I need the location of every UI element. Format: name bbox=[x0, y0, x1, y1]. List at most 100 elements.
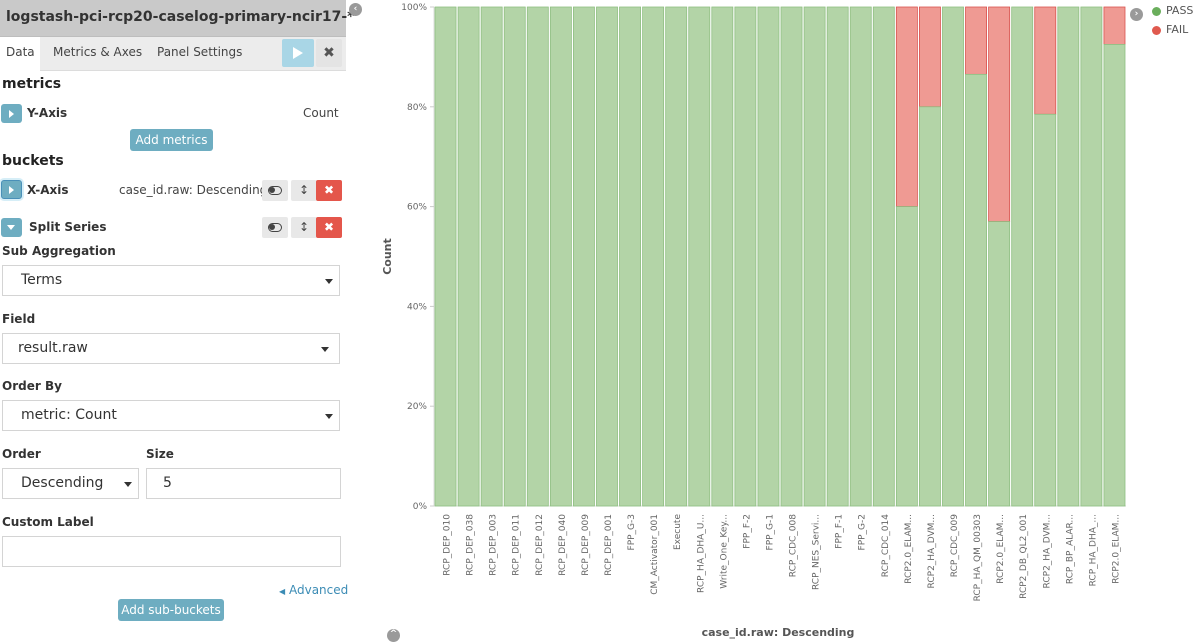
x-axis-expand-toggle[interactable] bbox=[1, 180, 22, 199]
size-input[interactable]: 5 bbox=[146, 468, 341, 499]
bar-segment-fail bbox=[895, 6, 918, 208]
bar-segment-pass bbox=[549, 6, 572, 507]
bar-segment-pass bbox=[480, 6, 503, 507]
order-by-label: Order By bbox=[2, 379, 62, 393]
advanced-toggle-link[interactable]: ◀ Advanced bbox=[279, 583, 348, 597]
x-tick-label: RCP_DEP_011 bbox=[512, 514, 522, 576]
bar-segment-pass bbox=[457, 6, 480, 507]
y-tick-label: 60% bbox=[407, 203, 427, 213]
bar-segment-pass bbox=[1034, 113, 1057, 507]
bar-segment-pass bbox=[1103, 44, 1126, 507]
tab-data[interactable]: Data bbox=[0, 37, 40, 71]
close-icon: ✖ bbox=[323, 220, 335, 234]
bar-segment-pass bbox=[619, 6, 641, 507]
bar-segment-pass bbox=[826, 6, 849, 507]
chart-area: 0% 20% 40% 60% 80% 100% Count RCP_DEP_010 RCP_DE… bbox=[346, 0, 1196, 642]
drag-handle-icon: ↕ bbox=[298, 183, 310, 197]
bar-segment-pass bbox=[688, 6, 711, 507]
toggle-legend-button[interactable]: › bbox=[1130, 8, 1143, 21]
bar-segment-pass bbox=[642, 6, 665, 507]
bar-segment-pass bbox=[757, 6, 780, 507]
bar-segment-pass bbox=[434, 6, 457, 507]
order-value: Descending bbox=[21, 475, 104, 491]
legend-swatch-pass bbox=[1152, 7, 1161, 16]
x-tick-label: RCP_BP_ALAR... bbox=[1065, 514, 1075, 584]
add-metrics-button[interactable]: Add metrics bbox=[130, 129, 213, 151]
x-tick-label: RCP2_DB_QL2_001 bbox=[1019, 514, 1029, 599]
x-tick-label: RCP_DEP_003 bbox=[489, 514, 499, 576]
bar-segment-pass bbox=[919, 106, 941, 507]
x-axis-title: case_id.raw: Descending bbox=[702, 626, 855, 639]
split-series-title: Split Series bbox=[29, 220, 107, 234]
x-tick-label: RCP_DEP_010 bbox=[443, 514, 453, 576]
collapse-sidebar-button[interactable]: ‹ bbox=[349, 3, 362, 16]
x-tick-label: RCP2.0_ELAM... bbox=[904, 514, 914, 584]
x-tick-label: Write_One_Key... bbox=[719, 514, 729, 589]
chevron-down-icon bbox=[325, 279, 333, 284]
toggle-spy-panel-button[interactable]: ^ bbox=[387, 629, 400, 642]
bar-segment-pass bbox=[965, 73, 987, 507]
split-series-reorder-handle[interactable]: ↕ bbox=[291, 217, 317, 238]
close-icon: ✖ bbox=[323, 45, 335, 61]
x-axis-toggle-enabled-button[interactable] bbox=[262, 180, 288, 201]
toggle-icon bbox=[268, 223, 282, 232]
chevron-left-icon: ‹ bbox=[353, 4, 358, 14]
x-axis-remove-button[interactable]: ✖ bbox=[316, 180, 342, 201]
bar-segment-pass bbox=[803, 6, 826, 507]
x-tick-label: FPP_G-2 bbox=[858, 514, 868, 550]
bar-segment-pass bbox=[572, 6, 595, 507]
split-series-collapse-toggle[interactable] bbox=[1, 218, 22, 237]
order-select[interactable]: Descending bbox=[2, 468, 139, 499]
custom-label-input[interactable] bbox=[2, 536, 341, 567]
field-select[interactable]: result.raw bbox=[2, 333, 340, 364]
bar-segment-pass bbox=[895, 206, 918, 507]
chevron-down-icon bbox=[124, 482, 132, 487]
x-tick-label: RCP_HA_DHA_U... bbox=[696, 514, 706, 593]
y-axis-expand-toggle[interactable] bbox=[1, 104, 22, 123]
x-tick-label: RCP_CDC_009 bbox=[950, 514, 960, 577]
x-tick-label: RCP_DEP_012 bbox=[535, 514, 545, 576]
editor-sidebar: logstash-pci-rcp20-caselog-primary-ncir1… bbox=[0, 0, 354, 642]
x-tick-label: RCP_DEP_001 bbox=[604, 514, 614, 576]
split-series-remove-button[interactable]: ✖ bbox=[316, 217, 342, 238]
chevron-down-icon bbox=[321, 347, 329, 352]
y-axis-title: Y-Axis bbox=[27, 106, 68, 120]
close-icon: ✖ bbox=[323, 183, 335, 197]
chevron-down-icon bbox=[325, 414, 333, 419]
y-tick-label: 80% bbox=[407, 103, 427, 113]
y-tick-label: 40% bbox=[407, 302, 427, 312]
x-tick-label: CM_Activator_001 bbox=[650, 514, 660, 595]
bar-segment-pass bbox=[665, 6, 688, 507]
bar-segment-fail bbox=[988, 6, 1011, 222]
x-tick-label: RCP2.0_ELAM... bbox=[996, 514, 1006, 584]
split-series-toggle-enabled-button[interactable] bbox=[262, 217, 288, 238]
tab-panel-settings[interactable]: Panel Settings bbox=[157, 45, 243, 59]
apply-changes-button[interactable] bbox=[282, 39, 314, 67]
sub-aggregation-select[interactable]: Terms bbox=[2, 265, 340, 296]
metrics-heading: metrics bbox=[2, 76, 62, 92]
x-tick-label: RCP_DEP_038 bbox=[466, 514, 476, 576]
discard-changes-button[interactable]: ✖ bbox=[316, 39, 342, 67]
chevron-right-icon bbox=[9, 186, 14, 194]
x-tick-label: Execute bbox=[673, 514, 683, 550]
x-tick-label: RCP_NES_Servi... bbox=[812, 514, 822, 590]
buckets-heading: buckets bbox=[2, 153, 64, 169]
x-tick-label: RCP_DEP_009 bbox=[581, 514, 591, 576]
order-by-select[interactable]: metric: Count bbox=[2, 400, 340, 431]
bar-segment-pass bbox=[1057, 6, 1080, 507]
add-sub-buckets-button[interactable]: Add sub-buckets bbox=[118, 599, 224, 621]
x-axis-title: X-Axis bbox=[27, 183, 69, 197]
y-axis-title: Count bbox=[381, 238, 394, 275]
drag-handle-icon: ↕ bbox=[298, 220, 310, 234]
tab-metrics-axes[interactable]: Metrics & Axes bbox=[53, 45, 143, 59]
bar-segment-pass bbox=[849, 6, 872, 507]
sub-aggregation-value: Terms bbox=[21, 272, 63, 288]
x-tick-label: RCP_CDC_014 bbox=[881, 514, 891, 577]
bar-segment-fail bbox=[919, 6, 941, 108]
order-by-value: metric: Count bbox=[21, 407, 117, 423]
bar-segment-fail bbox=[1103, 6, 1126, 45]
x-axis-description: case_id.raw: Descending bbox=[119, 183, 268, 197]
y-tick-label: 100% bbox=[401, 3, 427, 13]
index-pattern-title: logstash-pci-rcp20-caselog-primary-ncir1… bbox=[6, 9, 355, 25]
x-axis-reorder-handle[interactable]: ↕ bbox=[291, 180, 317, 201]
